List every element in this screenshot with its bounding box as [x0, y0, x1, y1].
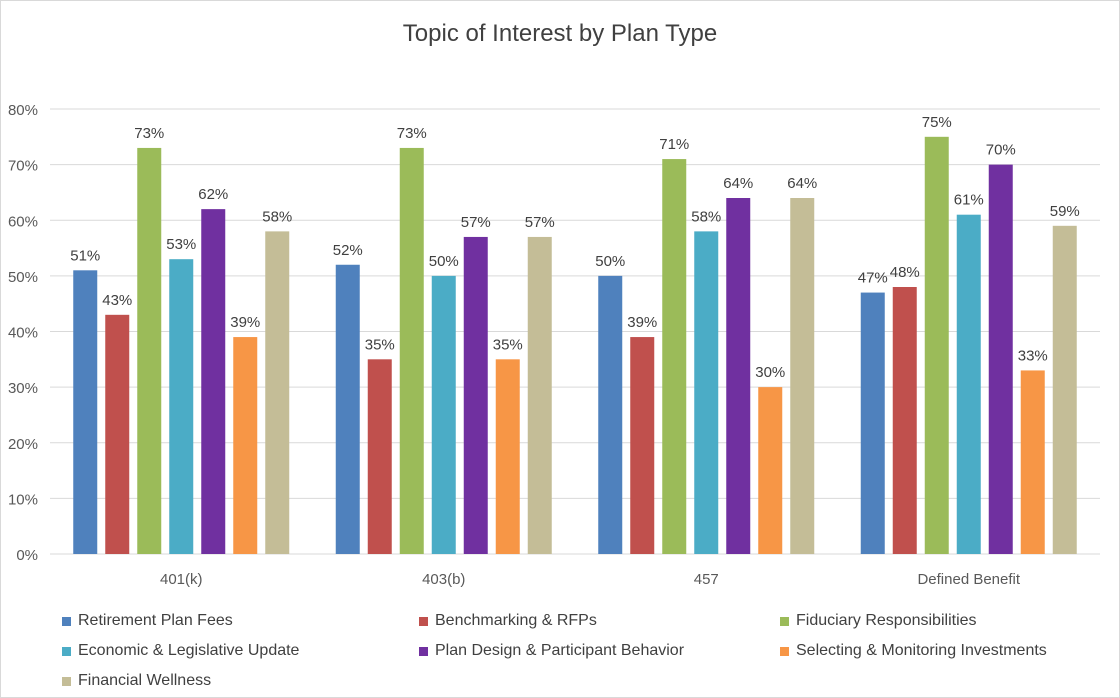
data-label: 48% [890, 264, 920, 281]
data-label: 53% [166, 236, 196, 253]
bar [463, 236, 488, 554]
y-tick-label: 0% [16, 547, 38, 564]
legend-label: Fiduciary Responsibilities [796, 612, 977, 629]
bar [137, 147, 162, 554]
plot-area: 0% 10% 20% 30% 40% 50% 60% 70% 80% 51% 43% 73% 53% 6… [8, 102, 1100, 588]
bar [265, 231, 290, 554]
chart-title: Topic of Interest by Plan Type [402, 20, 718, 47]
data-label: 57% [525, 214, 555, 231]
bar [169, 259, 194, 554]
data-label: 62% [198, 186, 228, 203]
data-label: 35% [493, 336, 523, 353]
data-label: 71% [659, 136, 689, 153]
legend-item: Selecting & Monitoring Investments [780, 640, 1047, 662]
legend-swatch [780, 616, 789, 626]
y-tick-label: 40% [8, 325, 38, 342]
bar [860, 292, 885, 554]
y-tick-label: 50% [8, 269, 38, 286]
data-label: 47% [858, 270, 888, 287]
data-label: 50% [429, 253, 459, 270]
data-label: 64% [787, 175, 817, 192]
data-label: 51% [70, 247, 100, 264]
legend-swatch [62, 646, 71, 656]
bar [73, 270, 98, 554]
x-tick-label: 457 [694, 571, 719, 588]
data-label: 30% [755, 364, 785, 381]
bar [233, 337, 258, 554]
bar [105, 314, 130, 554]
bar [988, 164, 1013, 554]
data-label: 58% [262, 208, 292, 225]
legend-item: Retirement Plan Fees [62, 610, 233, 632]
data-labels: 51% 43% 73% 53% 62% 39% 58% 52% 35% 73% 50% 57% 35% 5… [70, 114, 1080, 381]
data-label: 58% [691, 208, 721, 225]
data-label: 43% [102, 292, 132, 309]
x-axis-tick-labels: 401(k) 403(b) 457 Defined Benefit [160, 571, 1021, 588]
data-label: 52% [333, 242, 363, 259]
bar [694, 231, 719, 554]
legend-swatch [62, 616, 71, 626]
legend-swatch [419, 616, 428, 626]
bar [201, 209, 226, 554]
data-label: 39% [230, 314, 260, 331]
bar [892, 287, 917, 554]
data-label: 70% [986, 142, 1016, 159]
data-label: 73% [134, 125, 164, 142]
y-tick-label: 30% [8, 380, 38, 397]
y-axis-tick-labels: 0% 10% 20% 30% 40% 50% 60% 70% 80% [8, 102, 38, 564]
data-label: 39% [627, 314, 657, 331]
bar [527, 236, 552, 554]
bars [73, 136, 1077, 554]
y-tick-label: 60% [8, 213, 38, 230]
bar [662, 159, 687, 554]
x-tick-label: Defined Benefit [917, 571, 1020, 588]
bar [630, 337, 655, 554]
data-label: 35% [365, 336, 395, 353]
bar [399, 147, 424, 554]
bar [598, 275, 623, 554]
data-label: 61% [954, 192, 984, 209]
legend-swatch [780, 646, 789, 656]
legend-label: Selecting & Monitoring Investments [796, 642, 1047, 659]
data-label: 73% [397, 125, 427, 142]
bar [924, 136, 949, 554]
legend-item: Economic & Legislative Update [62, 640, 299, 662]
bar [367, 359, 392, 554]
data-label: 33% [1018, 347, 1048, 364]
bar [495, 359, 520, 554]
legend-label: Economic & Legislative Update [78, 642, 300, 659]
bar [431, 275, 456, 554]
bar [1052, 225, 1077, 554]
data-label: 50% [595, 253, 625, 270]
legend-label: Financial Wellness [78, 672, 212, 689]
legend-swatch [62, 676, 71, 686]
legend-item: Fiduciary Responsibilities [780, 610, 977, 632]
y-tick-label: 80% [8, 102, 38, 119]
x-tick-label: 403(b) [422, 571, 465, 588]
bar [726, 198, 751, 554]
legend-item: Plan Design & Participant Behavior [419, 640, 684, 662]
x-tick-label: 401(k) [160, 571, 203, 588]
legend-item: Financial Wellness [62, 670, 211, 692]
legend-item: Benchmarking & RFPs [419, 610, 597, 632]
legend-label: Benchmarking & RFPs [435, 612, 597, 629]
bar [790, 198, 815, 554]
bar [758, 387, 783, 554]
data-label: 64% [723, 175, 753, 192]
y-tick-label: 20% [8, 436, 38, 453]
data-label: 59% [1050, 203, 1080, 220]
y-tick-label: 10% [8, 491, 38, 508]
data-label: 57% [461, 214, 491, 231]
bar [1020, 370, 1045, 554]
bar [335, 264, 360, 554]
legend-label: Plan Design & Participant Behavior [435, 642, 685, 659]
y-tick-label: 70% [8, 158, 38, 175]
legend-label: Retirement Plan Fees [78, 612, 233, 629]
data-label: 75% [922, 114, 952, 131]
legend-swatch [419, 646, 428, 656]
bar [956, 214, 981, 554]
